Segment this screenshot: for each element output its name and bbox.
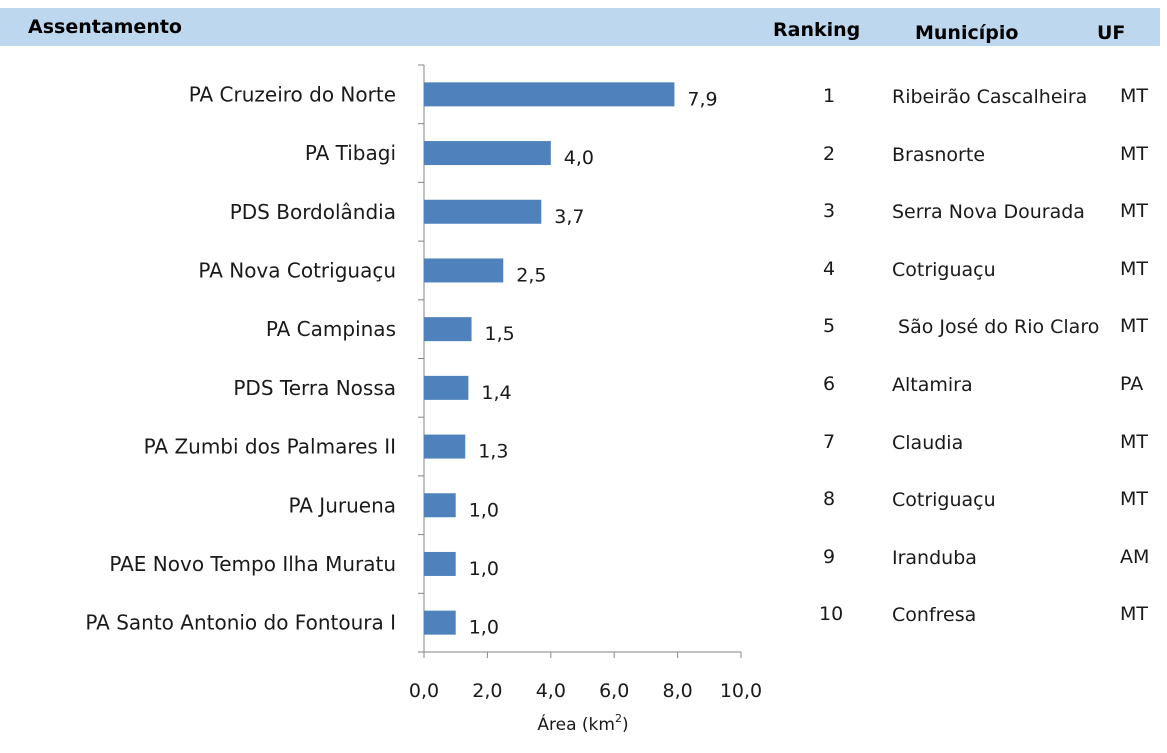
bar [424, 493, 456, 518]
x-tick-label: 4,0 [536, 680, 566, 702]
category-label: PA Campinas [266, 317, 396, 341]
municipio-cell: Cotriguaçu [892, 258, 996, 281]
ranking-cell: 8 [823, 488, 836, 511]
bar [424, 258, 504, 283]
uf-cell: AM [1120, 545, 1150, 568]
x-tick-label: 6,0 [599, 680, 629, 702]
category-label: PA Tibagi [305, 141, 396, 165]
municipio-cell: Iranduba [892, 546, 977, 569]
municipio-cell: Altamira [892, 374, 973, 396]
uf-cell: MT [1120, 85, 1148, 107]
municipio-cell: São José do Rio Claro [892, 316, 1100, 339]
value-label: 1,0 [469, 499, 499, 521]
x-tick-label: 10,0 [720, 680, 762, 702]
category-label: PA Cruzeiro do Norte [189, 82, 396, 106]
value-label: 1,4 [481, 382, 511, 404]
header-municipio: Município [915, 22, 1019, 44]
value-label: 7,9 [687, 88, 717, 110]
bar [424, 375, 469, 400]
municipio-cell: Ribeirão Cascalheira [892, 86, 1088, 108]
municipio-cell: Confresa [892, 604, 977, 627]
x-axis-title-text: Área (km [537, 713, 615, 735]
uf-cell: MT [1120, 603, 1148, 626]
category-label: PDS Terra Nossa [233, 376, 396, 400]
bar [424, 82, 675, 107]
header-assentamento: Assentamento [28, 16, 182, 38]
x-tick-label: 8,0 [662, 680, 692, 702]
category-label: PA Juruena [288, 493, 396, 517]
category-label: PA Santo Antonio do Fontoura I [85, 611, 396, 635]
uf-cell: MT [1120, 315, 1148, 338]
category-label: PA Zumbi dos Palmares II [144, 435, 396, 459]
municipio-cell: Claudia [892, 431, 964, 454]
value-label: 1,3 [478, 441, 508, 463]
uf-cell: MT [1120, 430, 1148, 453]
bar [424, 317, 472, 342]
x-axis-title-end: ) [622, 715, 629, 735]
value-label: 2,5 [516, 264, 546, 286]
uf-cell: MT [1120, 488, 1148, 511]
x-axis-title: Área (km2) [537, 712, 628, 735]
value-label: 3,7 [554, 206, 584, 228]
municipio-cell: Brasnorte [892, 143, 986, 166]
value-label: 1,0 [469, 617, 499, 639]
ranking-cell: 6 [823, 373, 836, 395]
ranking-cell: 1 [823, 85, 836, 107]
ranking-cell: 10 [819, 603, 844, 626]
uf-cell: MT [1120, 142, 1148, 165]
value-label: 4,0 [564, 147, 594, 169]
ranking-cell: 5 [823, 315, 836, 338]
value-label: 1,5 [485, 323, 515, 345]
category-label: PAE Novo Tempo Ilha Muratu [109, 552, 396, 576]
municipio-cell: Serra Nova Dourada [892, 201, 1085, 224]
municipio-cell: Cotriguaçu [892, 489, 996, 512]
header-ranking: Ranking [773, 19, 861, 41]
header-band [0, 8, 1160, 46]
ranking-cell: 2 [823, 142, 836, 165]
category-label: PA Nova Cotriguaçu [198, 258, 396, 282]
uf-cell: MT [1120, 200, 1148, 223]
uf-cell: PA [1120, 373, 1144, 395]
bar [424, 434, 466, 459]
header-uf: UF [1097, 22, 1126, 44]
x-axis-title-superscript: 2 [615, 712, 622, 725]
x-tick-label: 0,0 [409, 680, 439, 702]
ranking-cell: 4 [823, 257, 836, 280]
value-label: 1,0 [469, 558, 499, 580]
ranking-cell: 3 [823, 200, 836, 223]
category-label: PDS Bordolândia [230, 200, 396, 224]
ranking-cell: 7 [823, 430, 836, 453]
bar [424, 551, 456, 576]
uf-cell: MT [1120, 257, 1148, 280]
bar [424, 199, 542, 224]
ranking-cell: 9 [823, 545, 836, 568]
x-tick-label: 2,0 [472, 680, 502, 702]
bar [424, 141, 551, 166]
bar [424, 610, 456, 635]
